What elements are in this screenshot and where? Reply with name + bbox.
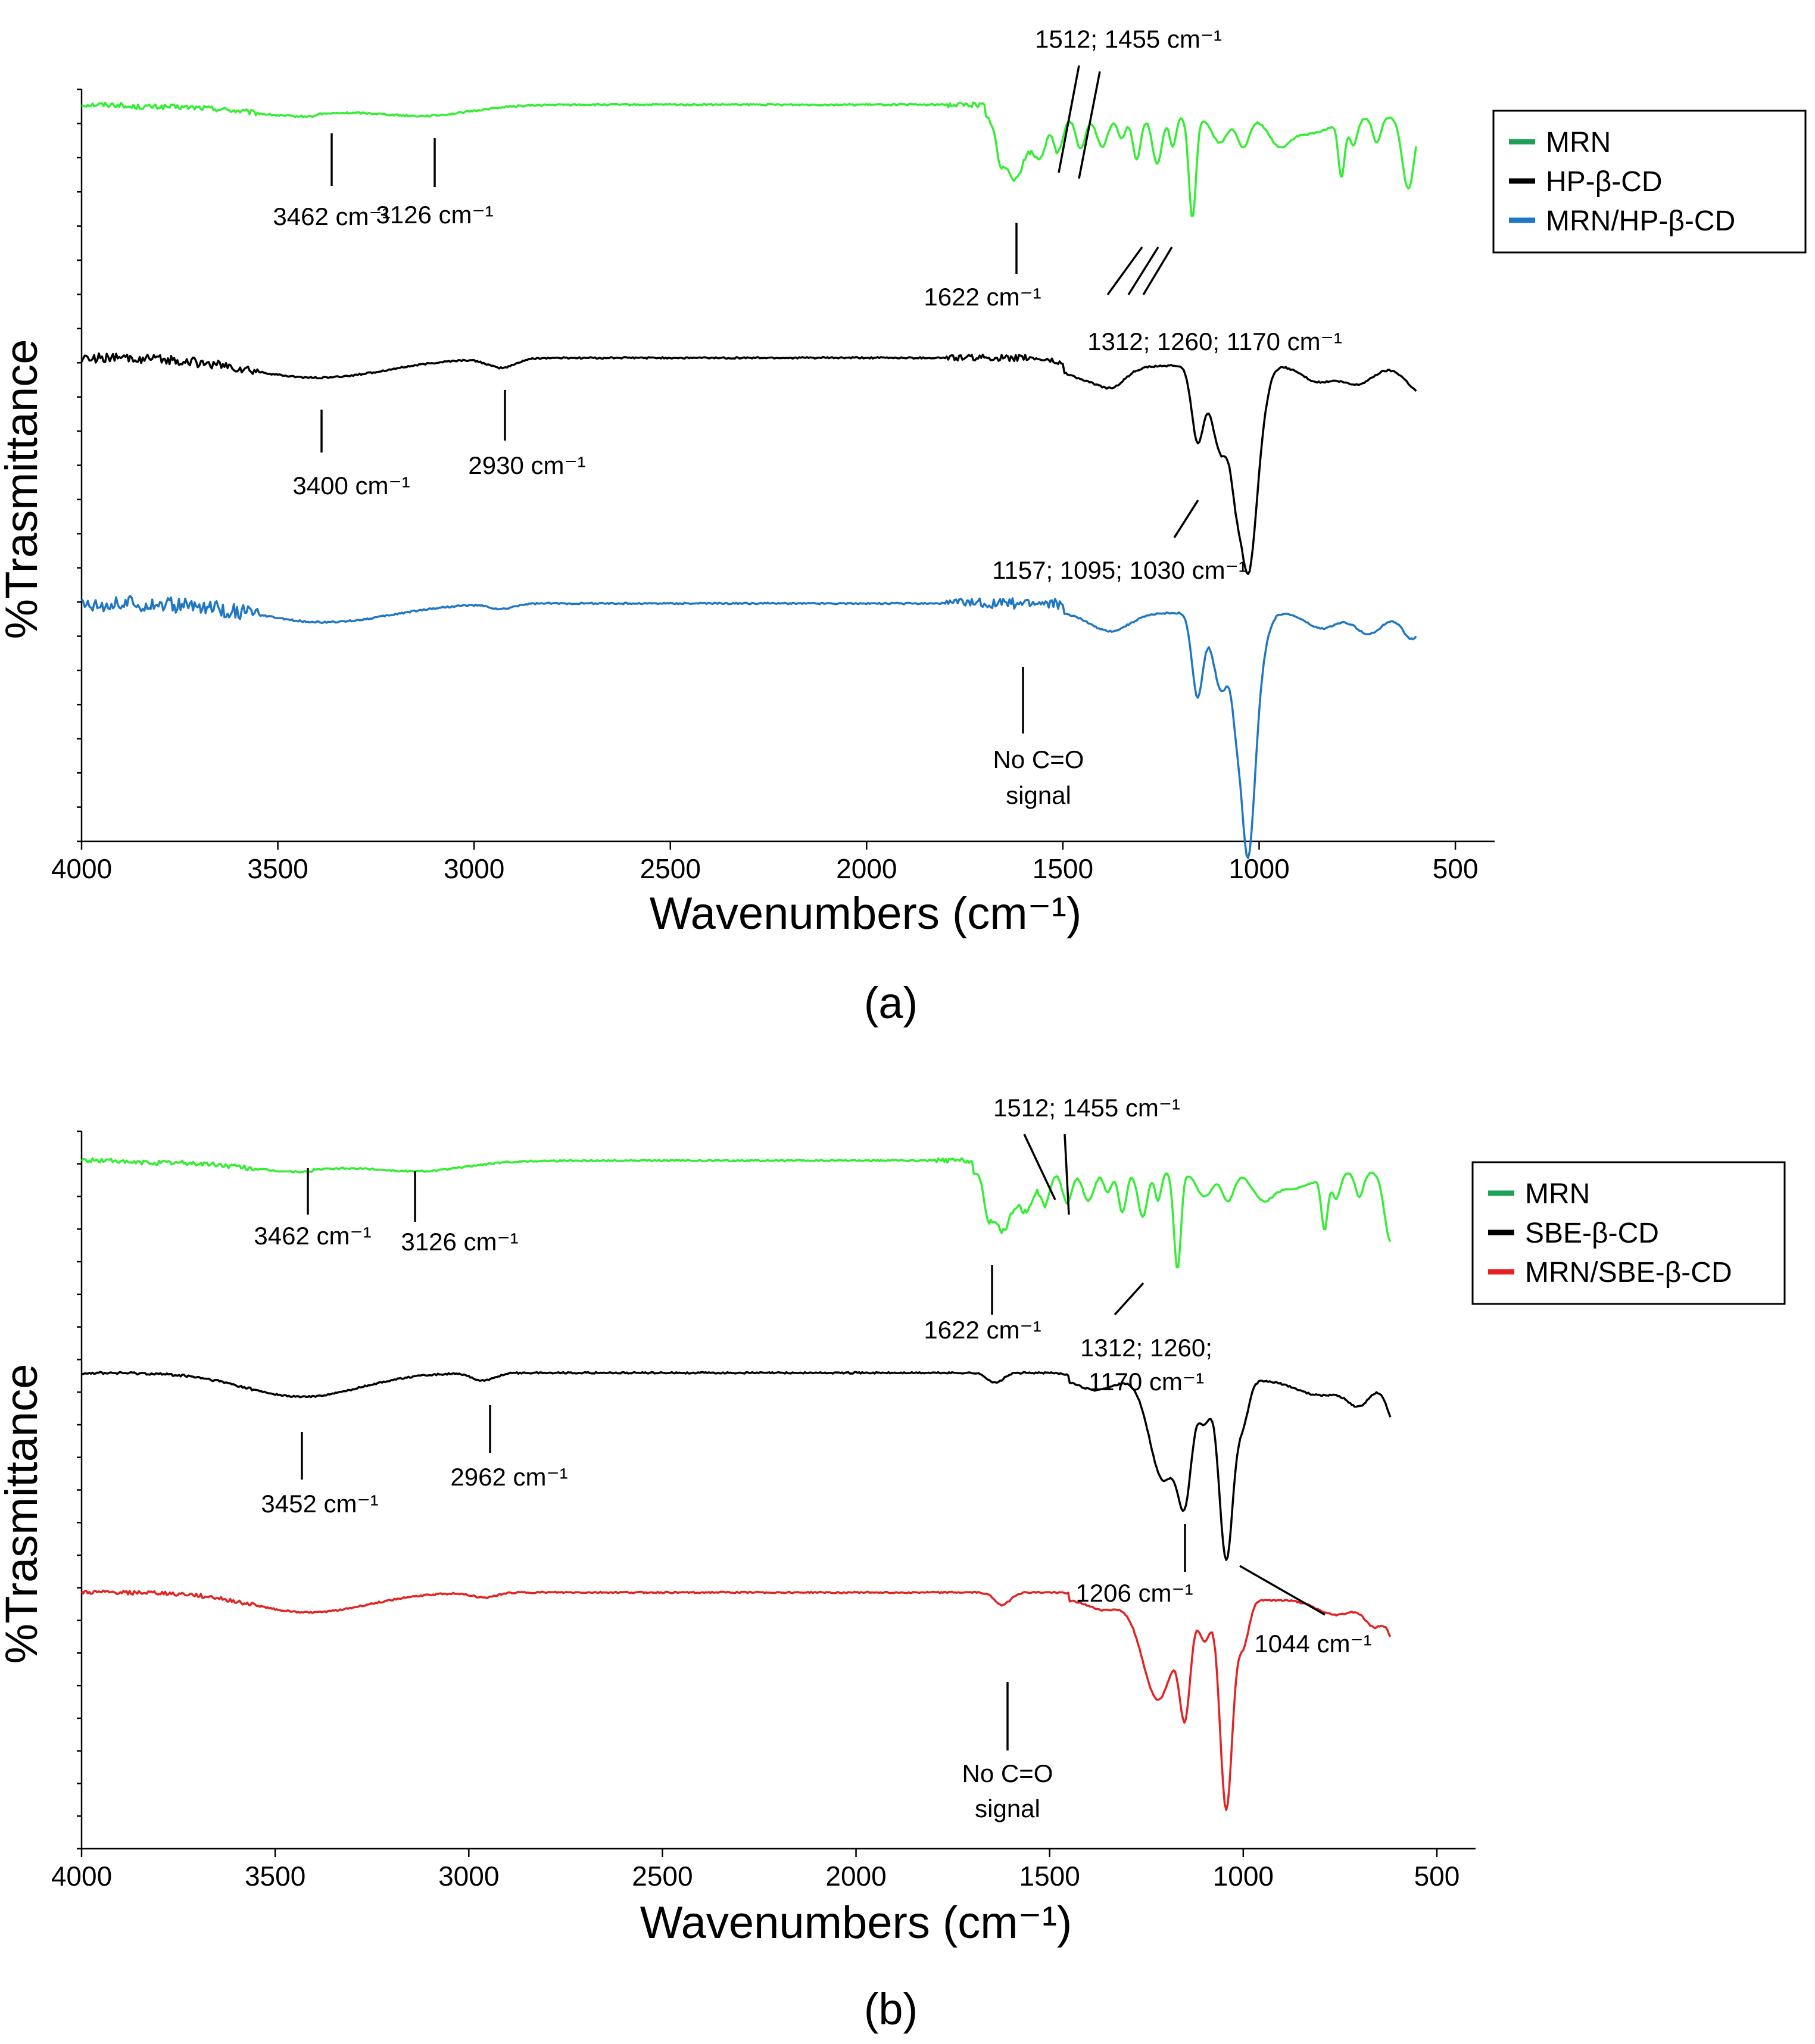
annotation-leader — [1023, 1134, 1056, 1200]
annotation-leader — [1078, 71, 1101, 179]
annotation: 1312; 1260; 1170 cm⁻¹ — [1087, 246, 1342, 355]
annotation: No C=O — [993, 667, 1084, 773]
annotation-leader — [1239, 1565, 1326, 1616]
annotation: 1622 cm⁻¹ — [924, 223, 1041, 311]
annotation: signal — [1006, 781, 1071, 809]
annotation: 2962 cm⁻¹ — [450, 1405, 568, 1491]
annotation: 1622 cm⁻¹ — [924, 1265, 1041, 1344]
annotation-label: 1512; 1455 cm⁻¹ — [993, 1094, 1180, 1122]
panel-caption: (a) — [864, 978, 918, 1028]
annotation-label: 1044 cm⁻¹ — [1254, 1630, 1371, 1658]
legend-label: MRN/HP-β-CD — [1546, 205, 1735, 237]
annotation: 3126 cm⁻¹ — [376, 138, 494, 229]
x-axis-title: Wavenumbers (cm⁻¹) — [650, 888, 1082, 939]
annotation-leader — [1064, 1134, 1070, 1215]
x-tick-label: 2500 — [640, 853, 701, 884]
annotation: 3400 cm⁻¹ — [292, 410, 410, 500]
series-line-sbe-cd — [81, 1371, 1392, 1561]
legend-box — [1471, 1161, 1786, 1305]
x-tick-label: 500 — [1414, 1861, 1460, 1892]
legend-label: SBE-β-CD — [1525, 1218, 1659, 1249]
series-line-mrn — [81, 101, 1417, 217]
y-axis-title: %Trasmittance — [0, 1364, 47, 1664]
annotation: 3126 cm⁻¹ — [401, 1171, 519, 1256]
legend-label: MRN/SBE-β-CD — [1525, 1257, 1732, 1288]
annotation: 1512; 1455 cm⁻¹ — [993, 1094, 1180, 1215]
annotation-leader — [1127, 246, 1159, 295]
annotation-label: 1170 cm⁻¹ — [1089, 1368, 1204, 1396]
annotation-label: 3126 cm⁻¹ — [376, 201, 493, 229]
annotation-label: signal — [975, 1795, 1040, 1823]
x-tick-label: 2000 — [825, 1861, 886, 1892]
annotation: 1170 cm⁻¹ — [1089, 1368, 1204, 1396]
annotation-label: 2962 cm⁻¹ — [450, 1463, 567, 1491]
annotation-label: signal — [1006, 781, 1071, 809]
x-tick-label: 4000 — [51, 853, 112, 884]
x-tick-label: 500 — [1433, 853, 1479, 884]
annotation-leader — [1173, 500, 1199, 538]
legend-label: HP-β-CD — [1546, 166, 1663, 198]
annotation-label: 3126 cm⁻¹ — [401, 1228, 518, 1256]
annotation-label: 2930 cm⁻¹ — [468, 451, 585, 479]
series-line-mrn — [80, 1157, 1392, 1269]
annotation: 2930 cm⁻¹ — [468, 390, 586, 479]
annotation-label: 3452 cm⁻¹ — [261, 1490, 378, 1518]
annotation: 1206 cm⁻¹ — [1075, 1524, 1193, 1607]
annotation-label: 1312; 1260; — [1080, 1334, 1212, 1362]
y-axis-title: %Trasmittance — [0, 339, 47, 639]
x-tick-label: 3000 — [444, 853, 504, 884]
panel-caption: (b) — [864, 1984, 918, 2034]
legend-box — [1492, 110, 1807, 254]
annotation-label: 1512; 1455 cm⁻¹ — [1035, 25, 1222, 53]
chart-panel-b: 4000 3500 3000 2500 2000 1500 1000 500 Wavenumbe… — [0, 1094, 1786, 2034]
annotation-leader — [1058, 65, 1080, 173]
annotation-label: 3400 cm⁻¹ — [292, 472, 410, 500]
annotation-label: 3462 cm⁻¹ — [273, 202, 390, 230]
annotation: 1512; 1455 cm⁻¹ — [1035, 25, 1222, 179]
annotation: 1044 cm⁻¹ — [1239, 1565, 1372, 1658]
x-tick-label: 2500 — [632, 1861, 693, 1892]
annotation: No C=O — [962, 1682, 1053, 1787]
annotation-label: 1622 cm⁻¹ — [924, 1316, 1041, 1344]
annotation-label: No C=O — [993, 745, 1084, 773]
legend: MRN HP-β-CD MRN/HP-β-CD — [1492, 110, 1807, 254]
annotation-label: No C=O — [962, 1759, 1053, 1787]
annotation: 3462 cm⁻¹ — [273, 133, 391, 230]
annotation-leader — [1114, 1282, 1144, 1316]
annotation-label: 1206 cm⁻¹ — [1075, 1579, 1193, 1607]
x-tick-label: 4000 — [51, 1861, 112, 1892]
x-tick-label: 1500 — [1019, 1861, 1080, 1892]
legend-label: MRN — [1525, 1178, 1590, 1210]
x-tick-label: 3500 — [247, 853, 308, 884]
annotation-label: 1622 cm⁻¹ — [924, 283, 1041, 311]
annotation-leader — [1106, 246, 1143, 296]
chart-panel-a: 4000 3500 3000 2500 2000 1500 1000 500 Wavenumbe… — [0, 25, 1807, 1028]
annotation-label: 1157; 1095; 1030 cm⁻¹ — [992, 556, 1247, 584]
annotation: 1312; 1260; — [1080, 1282, 1212, 1362]
x-tick-label: 3500 — [245, 1861, 305, 1892]
x-axis-title: Wavenumbers (cm⁻¹) — [640, 1898, 1072, 1948]
x-tick-label: 1500 — [1033, 853, 1093, 884]
legend: MRN SBE-β-CD MRN/SBE-β-CD — [1471, 1161, 1786, 1305]
annotation: signal — [975, 1795, 1040, 1823]
x-tick-label: 2000 — [836, 853, 897, 884]
annotation-label: 3462 cm⁻¹ — [254, 1222, 371, 1250]
series-line-mrn-hp-cd — [80, 595, 1417, 859]
annotation: 3452 cm⁻¹ — [261, 1432, 379, 1518]
annotation-leader — [1142, 246, 1173, 295]
x-tick-label: 3000 — [438, 1861, 499, 1892]
series-line-mrn-sbe-cd — [80, 1589, 1392, 1811]
x-tick-label: 1000 — [1213, 1861, 1274, 1892]
annotation-label: 1312; 1260; 1170 cm⁻¹ — [1087, 327, 1342, 355]
annotation: 1157; 1095; 1030 cm⁻¹ — [992, 500, 1247, 584]
annotation: 3462 cm⁻¹ — [254, 1168, 372, 1250]
x-tick-label: 1000 — [1228, 853, 1289, 884]
series-line-hp-cd — [80, 352, 1417, 575]
legend-label: MRN — [1546, 127, 1611, 158]
